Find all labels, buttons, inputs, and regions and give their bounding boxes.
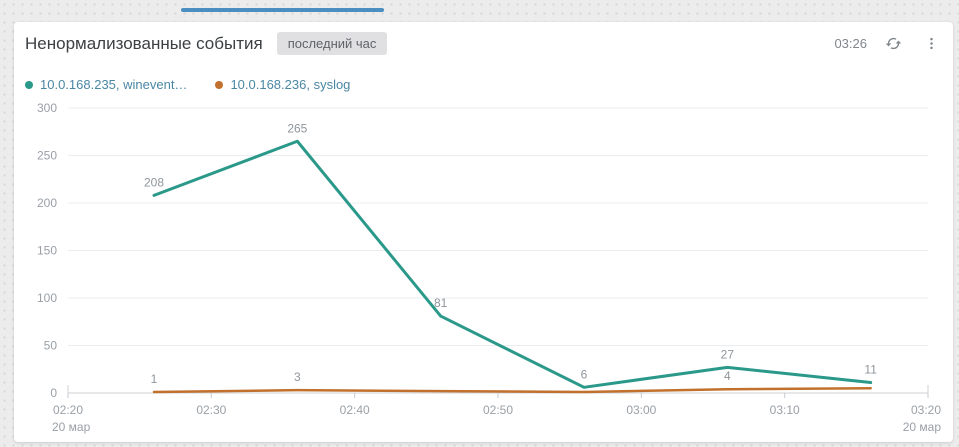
x-tick-label: 02:30 — [196, 403, 226, 417]
data-label: 4 — [724, 369, 731, 383]
refresh-icon — [885, 37, 902, 50]
x-tick-label: 03:10 — [770, 403, 800, 417]
scroll-tab-indicator[interactable] — [181, 8, 384, 12]
data-label: 3 — [294, 370, 301, 384]
x-tick-label: 03:20 — [911, 403, 941, 417]
legend-dot-orange — [215, 80, 224, 89]
widget-title: Ненормализованные события — [25, 33, 263, 53]
time-range-badge: последний час — [276, 32, 388, 55]
series-line-1 — [152, 387, 872, 394]
y-tick-label: 300 — [37, 101, 57, 115]
chart-widget-card: 0 50 100 150 200 250 300 02:20 02:30 02:40 02:50 03… — [14, 22, 953, 442]
refresh-button[interactable] — [883, 33, 904, 54]
x-tick-label: 02:40 — [340, 403, 370, 417]
chart-legend: 10.0.168.235, winevent… 10.0.168.236, sy… — [25, 77, 350, 92]
x-tick-label: 02:50 — [483, 403, 513, 417]
legend-label: 10.0.168.235, winevent… — [40, 77, 188, 92]
y-tick-label: 150 — [37, 244, 57, 258]
legend-dot-teal — [25, 80, 33, 89]
widget-menu-button[interactable] — [922, 34, 941, 53]
data-label: 208 — [144, 175, 164, 189]
data-label: 265 — [287, 121, 307, 135]
x-date-label: 20 мар — [52, 420, 91, 434]
x-tick-label: 02:20 — [53, 403, 83, 417]
series-line-0 — [152, 139, 873, 389]
y-tick-label: 200 — [37, 196, 57, 210]
legend-label: 10.0.168.236, syslog — [230, 77, 351, 92]
data-label: 11 — [864, 363, 877, 377]
y-tick-label: 50 — [44, 339, 58, 353]
kebab-menu-icon — [930, 37, 933, 50]
data-label: 6 — [581, 367, 588, 381]
data-label: 81 — [434, 296, 448, 310]
x-date-label: 20 мар — [903, 420, 942, 434]
last-updated-time: 03:26 — [834, 36, 867, 51]
data-label: 27 — [721, 347, 735, 361]
x-tick-label: 03:00 — [626, 403, 656, 417]
chart-svg: 0 50 100 150 200 250 300 02:20 02:30 02:40 02:50 03… — [37, 101, 942, 434]
y-tick-label: 0 — [50, 386, 57, 400]
widget-header: Ненормализованные события последний час … — [25, 32, 941, 55]
legend-item-syslog[interactable]: 10.0.168.236, syslog — [215, 77, 350, 92]
y-tick-label: 100 — [37, 291, 57, 305]
y-tick-label: 250 — [37, 149, 57, 163]
legend-item-winevent[interactable]: 10.0.168.235, winevent… — [25, 77, 187, 92]
data-label: 1 — [151, 372, 158, 386]
